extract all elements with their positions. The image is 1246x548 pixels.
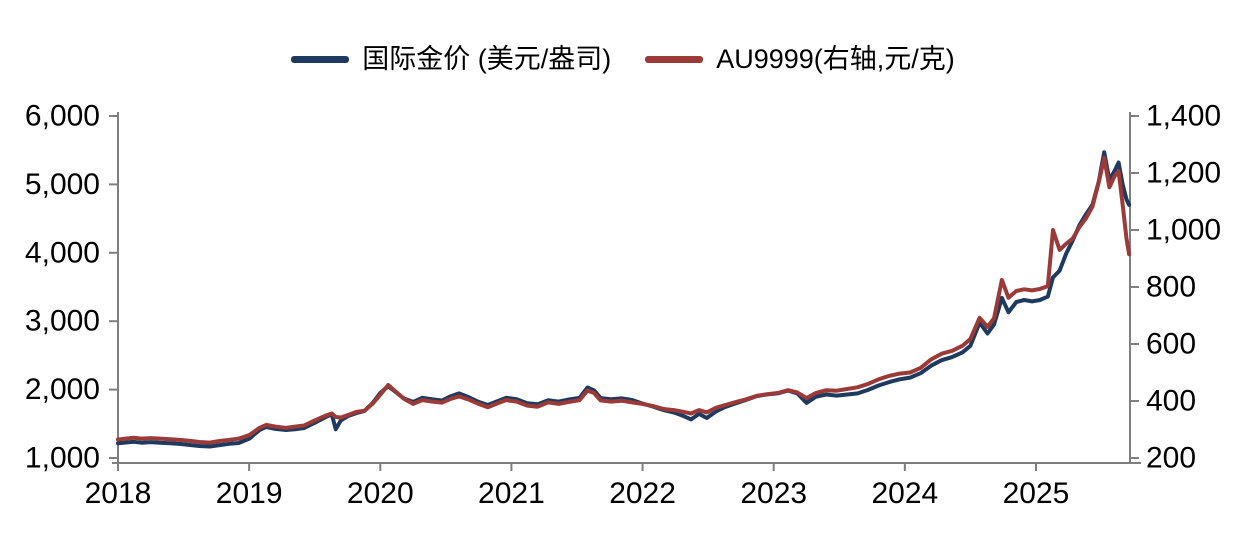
legend-item-au9999: AU9999(右轴,元/克) (645, 43, 955, 74)
legend-label-intl-gold: 国际金价 (美元/盎司) (362, 43, 612, 74)
y-axis-right-tick-label: 1,200 (1146, 157, 1221, 190)
legend-line-swatch-au9999 (645, 55, 704, 63)
y-axis-right-tick-label: 200 (1146, 442, 1196, 475)
y-axis-left-tick-label: 4,000 (25, 236, 100, 269)
y-axis-left-tick-label: 3,000 (25, 305, 100, 338)
y-axis-right-tick-label: 400 (1146, 385, 1196, 418)
y-axis-right-tick-label: 600 (1146, 328, 1196, 361)
x-axis-tick-label: 2024 (871, 477, 938, 510)
y-axis-left-tick-label: 6,000 (25, 100, 100, 133)
x-axis-tick-label: 2020 (347, 477, 414, 510)
y-axis-right-tick-label: 800 (1146, 271, 1196, 304)
x-axis-tick-label: 2022 (609, 477, 676, 510)
x-axis-tick-label: 2019 (216, 477, 283, 510)
y-axis-right-tick-label: 1,000 (1146, 214, 1221, 247)
y-axis-left-tick-label: 2,000 (25, 373, 100, 406)
legend-label-au9999: AU9999(右轴,元/克) (716, 43, 955, 74)
x-axis-tick-label: 2018 (85, 477, 152, 510)
legend-line-swatch-intl-gold (291, 55, 350, 63)
x-axis-tick-label: 2021 (478, 477, 545, 510)
y-axis-left-tick-label: 1,000 (25, 442, 100, 475)
chart-legend: 国际金价 (美元/盎司) AU9999(右轴,元/克) (0, 40, 1246, 78)
y-axis-right-tick-label: 1,400 (1146, 100, 1221, 133)
x-axis-tick-label: 2025 (1003, 477, 1070, 510)
x-axis-tick-label: 2023 (740, 477, 807, 510)
legend-item-intl-gold: 国际金价 (美元/盎司) (291, 43, 612, 74)
y-axis-left-tick-label: 5,000 (25, 168, 100, 201)
series-line-au9999 (116, 155, 1132, 445)
